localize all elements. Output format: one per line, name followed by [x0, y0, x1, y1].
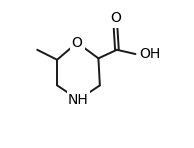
Text: O: O [110, 11, 121, 25]
Text: OH: OH [140, 47, 161, 61]
Text: O: O [72, 36, 82, 50]
Text: NH: NH [68, 93, 89, 107]
